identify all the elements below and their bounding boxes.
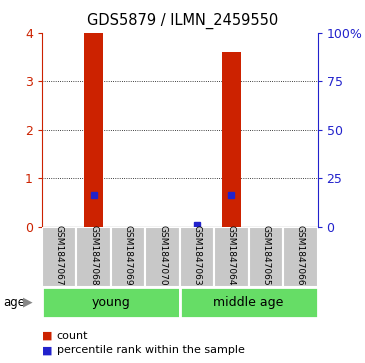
Bar bbox=[180, 227, 214, 287]
Text: young: young bbox=[92, 296, 130, 309]
Text: ■: ■ bbox=[42, 345, 53, 355]
Bar bbox=[145, 227, 180, 287]
Text: GSM1847067: GSM1847067 bbox=[55, 225, 64, 286]
Bar bbox=[214, 227, 249, 287]
Text: GSM1847064: GSM1847064 bbox=[227, 225, 236, 286]
Text: GSM1847065: GSM1847065 bbox=[261, 225, 270, 286]
Bar bbox=[283, 227, 318, 287]
Text: GSM1847066: GSM1847066 bbox=[296, 225, 305, 286]
Text: GSM1847063: GSM1847063 bbox=[192, 225, 201, 286]
Bar bbox=[180, 287, 318, 318]
Bar bbox=[249, 227, 283, 287]
Bar bbox=[42, 287, 180, 318]
Text: ▶: ▶ bbox=[23, 296, 32, 309]
Text: ■: ■ bbox=[42, 331, 53, 341]
Text: GSM1847070: GSM1847070 bbox=[158, 225, 167, 286]
Text: age: age bbox=[4, 296, 26, 309]
Text: percentile rank within the sample: percentile rank within the sample bbox=[57, 345, 245, 355]
Text: count: count bbox=[57, 331, 88, 341]
Text: middle age: middle age bbox=[214, 296, 284, 309]
Bar bbox=[76, 227, 111, 287]
Bar bbox=[42, 227, 76, 287]
Text: GSM1847069: GSM1847069 bbox=[124, 225, 132, 286]
Text: GSM1847068: GSM1847068 bbox=[89, 225, 98, 286]
Text: GDS5879 / ILMN_2459550: GDS5879 / ILMN_2459550 bbox=[87, 13, 278, 29]
Bar bbox=[111, 227, 145, 287]
Bar bbox=[222, 52, 241, 227]
Bar bbox=[84, 33, 103, 227]
